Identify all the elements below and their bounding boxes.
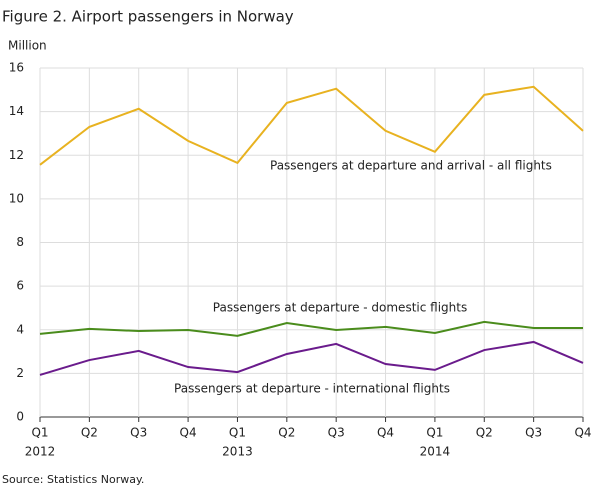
y-axis-label: Million: [8, 39, 47, 53]
x-tick-label: Q1: [229, 426, 246, 440]
y-tick-label: 2: [16, 366, 24, 380]
x-tick-label: Q1: [31, 426, 48, 440]
y-tick-label: 10: [9, 191, 24, 205]
year-label: 2013: [222, 445, 253, 459]
y-tick-label: 4: [16, 322, 24, 336]
source: Source: Statistics Norway.: [2, 473, 144, 486]
year-label: 2012: [25, 445, 56, 459]
series-line: [39, 320, 583, 337]
y-tick-label: 16: [9, 61, 24, 75]
x-tick-label: Q3: [525, 426, 542, 440]
x-tick-label: Q3: [328, 426, 345, 440]
x-tick-label: Q4: [377, 426, 394, 440]
x-tick-label: Q1: [426, 426, 443, 440]
y-tick-label: 12: [9, 148, 24, 162]
y-tick-label: 6: [16, 279, 24, 293]
x-tick-label: Q3: [130, 426, 147, 440]
x-tick-label: Q2: [81, 426, 98, 440]
x-tick-label: Q4: [180, 426, 197, 440]
series-label: Passengers at departure - domestic fligh…: [213, 301, 467, 315]
y-tick-label: 0: [16, 410, 24, 424]
x-tick-label: Q2: [476, 426, 493, 440]
chart-title: Figure 2. Airport passengers in Norway: [2, 8, 294, 26]
x-tick-label: Q2: [278, 426, 295, 440]
series-label: Passengers at departure and arrival - al…: [270, 159, 552, 173]
x-tick-label: Q4: [574, 426, 591, 440]
year-label: 2014: [420, 445, 451, 459]
series-line: [39, 85, 584, 166]
series-line: [39, 340, 584, 376]
y-tick-label: 8: [16, 235, 24, 249]
y-tick-label: 14: [9, 104, 24, 118]
series-label: Passengers at departure - international …: [174, 382, 450, 396]
